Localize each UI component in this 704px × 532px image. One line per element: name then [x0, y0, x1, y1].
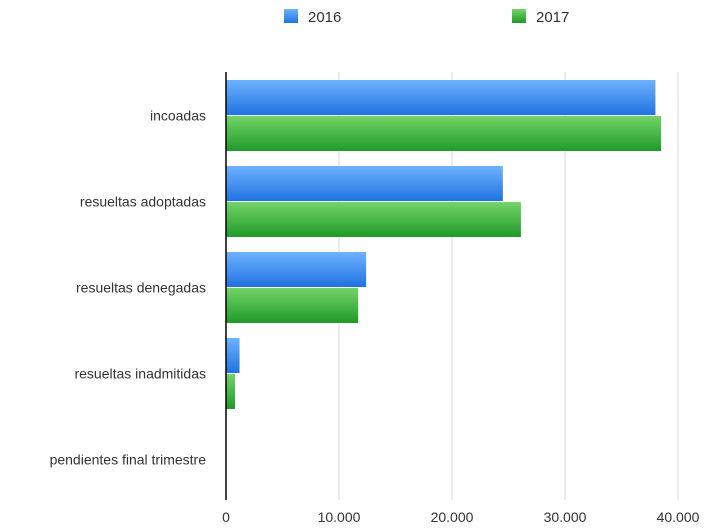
bar-2016-1 — [226, 166, 503, 201]
legend-swatch-2017 — [512, 9, 526, 23]
category-label: resueltas adoptadas — [80, 194, 206, 210]
category-labels: incoadas resueltas adoptadas resueltas den… — [50, 108, 207, 468]
x-tick-label: 20.000 — [431, 509, 474, 525]
bar-2017-0 — [226, 116, 662, 151]
legend-label-2017: 2017 — [536, 9, 569, 26]
x-tick-label: 40.000 — [657, 509, 700, 525]
bar-2017-3 — [226, 374, 236, 409]
x-tick-label: 10.000 — [318, 509, 361, 525]
x-tick-label: 0 — [222, 509, 230, 525]
bar-2017-2 — [226, 288, 359, 323]
category-label: pendientes final trimestre — [50, 452, 207, 468]
category-label: resueltas inadmitidas — [74, 366, 206, 382]
category-label: incoadas — [150, 108, 206, 124]
legend-label-2016: 2016 — [308, 9, 341, 26]
bar-2016-3 — [226, 338, 240, 373]
bar-2016-2 — [226, 252, 367, 287]
bar-2017-1 — [226, 202, 521, 237]
legend-swatch-2016 — [284, 9, 298, 23]
bars — [226, 80, 662, 409]
category-label: resueltas denegadas — [76, 280, 206, 296]
legend: 2016 2017 — [284, 9, 569, 26]
bar-2016-0 — [226, 80, 656, 115]
x-tick-labels: 0 10.000 20.000 30.000 40.000 — [222, 509, 700, 525]
x-tick-label: 30.000 — [544, 509, 587, 525]
